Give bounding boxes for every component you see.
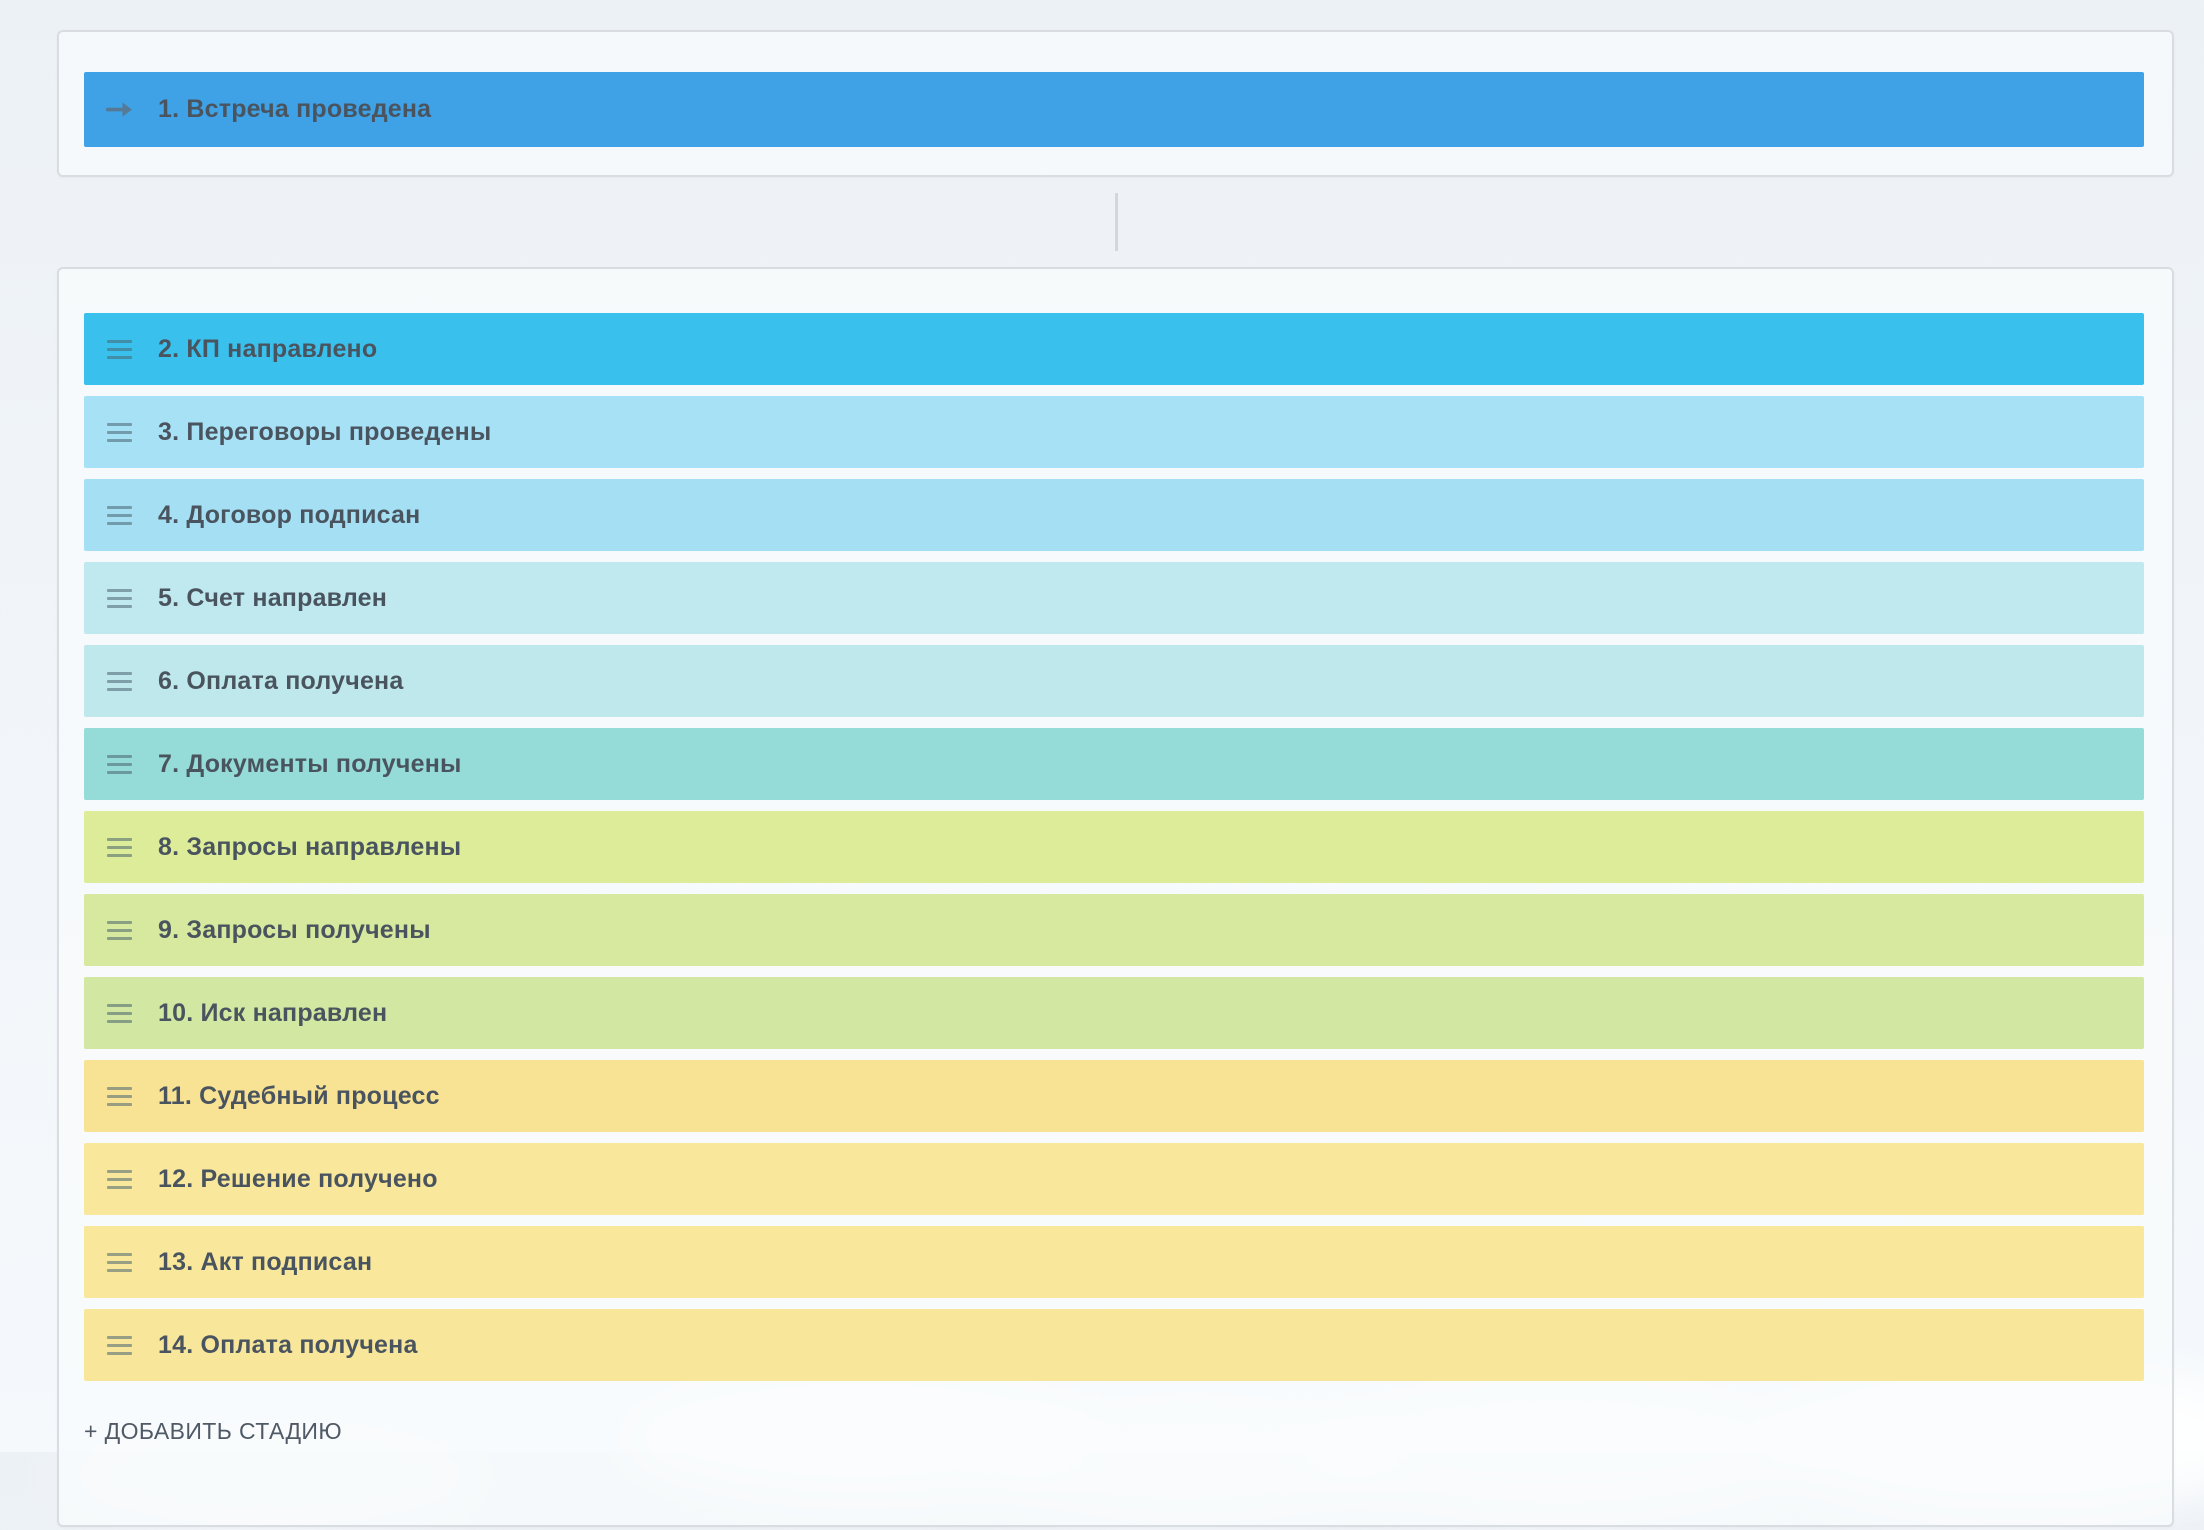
- stage-row[interactable]: 5. Счет направлен: [84, 562, 2144, 634]
- stage-label: 1. Встреча проведена: [158, 95, 432, 123]
- drag-handle-icon[interactable]: [106, 669, 133, 693]
- stage-row-initial[interactable]: 1. Встреча проведена: [84, 72, 2144, 147]
- stage-list: 2. КП направлено 3. Переговоры проведены…: [84, 313, 2144, 1381]
- drag-handle-icon[interactable]: [106, 1333, 133, 1357]
- stage-row[interactable]: 8. Запросы направлены: [84, 811, 2144, 883]
- stage-label: 14. Оплата получена: [158, 1330, 418, 1359]
- drag-handle-icon[interactable]: [106, 503, 133, 527]
- stage-label: 8. Запросы направлены: [158, 832, 462, 861]
- drag-handle-icon[interactable]: [106, 918, 133, 942]
- stage-label: 9. Запросы получены: [158, 915, 431, 944]
- stage-label: 12. Решение получено: [158, 1164, 438, 1193]
- drag-handle-icon[interactable]: [106, 586, 133, 610]
- drag-handle-icon[interactable]: [106, 337, 133, 361]
- stage-label: 3. Переговоры проведены: [158, 417, 492, 446]
- stage-label: 10. Иск направлен: [158, 998, 388, 1027]
- stage-label: 11. Судебный процесс: [158, 1081, 440, 1110]
- add-stage-button[interactable]: + ДОБАВИТЬ СТАДИЮ: [84, 1418, 343, 1444]
- stage-label: 4. Договор подписан: [158, 500, 421, 529]
- drag-handle-icon[interactable]: [106, 420, 133, 444]
- stage-row[interactable]: 11. Судебный процесс: [84, 1060, 2144, 1132]
- stage-label: 2. КП направлено: [158, 334, 378, 363]
- stage-row[interactable]: 9. Запросы получены: [84, 894, 2144, 966]
- drag-handle-icon[interactable]: [106, 1167, 133, 1191]
- stage-row[interactable]: 2. КП направлено: [84, 313, 2144, 385]
- stage-row[interactable]: 10. Иск направлен: [84, 977, 2144, 1049]
- stage-label: 5. Счет направлен: [158, 583, 388, 612]
- drag-handle-icon[interactable]: [106, 752, 133, 776]
- stage-row[interactable]: 12. Решение получено: [84, 1143, 2144, 1215]
- stage-label: 13. Акт подписан: [158, 1247, 373, 1276]
- stage-label: 7. Документы получены: [158, 749, 462, 778]
- drag-handle-icon[interactable]: [106, 835, 133, 859]
- drag-handle-icon[interactable]: [106, 1001, 133, 1025]
- stage-row[interactable]: 3. Переговоры проведены: [84, 396, 2144, 468]
- initial-stage-panel: 1. Встреча проведена: [57, 30, 2174, 177]
- stage-row[interactable]: 6. Оплата получена: [84, 645, 2144, 717]
- stage-row[interactable]: 13. Акт подписан: [84, 1226, 2144, 1298]
- connector-line: [1115, 193, 1118, 251]
- stage-row[interactable]: 4. Договор подписан: [84, 479, 2144, 551]
- drag-handle-icon[interactable]: [106, 1250, 133, 1274]
- stages-panel: 2. КП направлено 3. Переговоры проведены…: [57, 267, 2174, 1527]
- stage-row[interactable]: 14. Оплата получена: [84, 1309, 2144, 1381]
- arrow-right-icon: [106, 101, 133, 118]
- stage-row[interactable]: 7. Документы получены: [84, 728, 2144, 800]
- stage-label: 6. Оплата получена: [158, 666, 404, 695]
- drag-handle-icon[interactable]: [106, 1084, 133, 1108]
